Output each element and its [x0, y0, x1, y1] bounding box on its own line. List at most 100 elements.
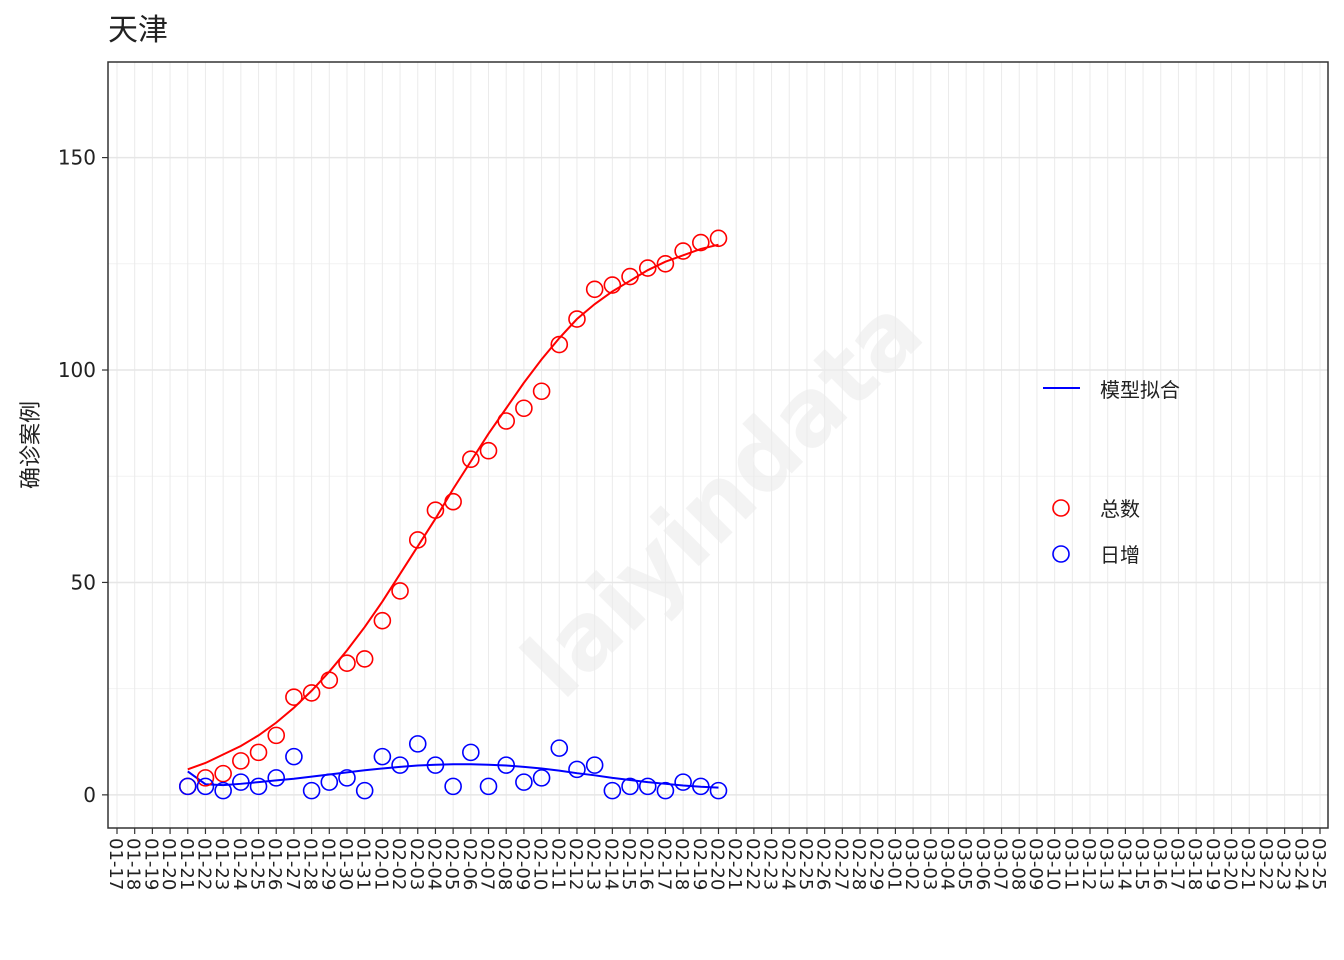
x-tick-label: 01-23 — [211, 838, 232, 890]
data-point — [479, 777, 498, 796]
legend-marker — [1052, 499, 1070, 517]
data-point — [426, 501, 445, 520]
data-point — [178, 777, 197, 796]
x-tick-label: 03-02 — [901, 838, 922, 890]
x-tick-label: 02-10 — [530, 838, 551, 890]
data-point — [497, 412, 516, 430]
x-tick-label: 02-02 — [388, 838, 409, 890]
data-point — [550, 335, 569, 354]
data-point — [603, 781, 622, 800]
x-tick-label: 03-12 — [1078, 838, 1099, 890]
x-tick-label: 02-11 — [547, 838, 568, 890]
x-tick-label: 03-01 — [883, 838, 904, 890]
data-point — [232, 752, 250, 770]
x-tick-label: 02-03 — [406, 838, 427, 890]
x-tick-label: 02-23 — [760, 838, 781, 890]
data-point — [603, 276, 622, 294]
data-point — [532, 769, 551, 787]
data-point — [214, 781, 232, 800]
x-tick-label: 03-05 — [954, 838, 975, 890]
data-point — [709, 229, 728, 248]
x-tick-label: 02-21 — [724, 838, 745, 890]
data-point — [550, 739, 569, 757]
x-tick-label: 02-05 — [441, 838, 462, 890]
data-point — [532, 382, 551, 401]
data-point — [444, 777, 462, 796]
data-point — [638, 259, 657, 277]
data-point — [515, 399, 533, 418]
fit-line — [187, 243, 719, 771]
data-point — [373, 611, 392, 630]
data-point — [462, 450, 480, 469]
x-tick-label: 03-07 — [990, 838, 1011, 890]
x-tick-label: 02-27 — [830, 838, 851, 890]
watermark: laiyindata — [502, 277, 943, 718]
data-point — [497, 756, 516, 774]
data-point — [196, 777, 215, 796]
data-point — [656, 781, 675, 800]
x-tick-label: 03-08 — [1007, 838, 1028, 890]
y-tick-label: 100 — [58, 358, 96, 382]
data-point — [338, 769, 356, 787]
x-tick-label: 02-16 — [636, 838, 657, 890]
x-tick-label: 03-03 — [919, 838, 940, 890]
x-tick-label: 03-11 — [1060, 838, 1081, 890]
x-tick-label: 02-28 — [848, 838, 869, 890]
legend-label: 总数 — [1100, 497, 1140, 521]
y-tick-label: 0 — [83, 783, 96, 807]
x-tick-label: 02-19 — [689, 838, 710, 890]
x-tick-label: 01-17 — [105, 838, 126, 890]
x-tick-label: 03-21 — [1237, 838, 1258, 890]
x-tick-label: 01-25 — [247, 838, 268, 890]
data-point — [621, 267, 639, 286]
data-point — [638, 777, 657, 796]
data-point — [249, 777, 268, 796]
data-point — [656, 255, 675, 273]
data-point — [320, 773, 339, 791]
data-point — [621, 777, 639, 796]
data-point — [568, 760, 586, 779]
data-point — [515, 773, 533, 791]
data-point — [674, 242, 692, 260]
x-tick-label: 02-14 — [600, 838, 621, 890]
data-point — [302, 684, 321, 702]
x-tick-label: 02-20 — [707, 838, 728, 890]
x-tick-label: 03-19 — [1202, 838, 1223, 890]
x-tick-label: 02-26 — [813, 838, 834, 890]
x-tick-label: 01-19 — [140, 838, 161, 890]
data-point — [568, 310, 586, 328]
x-tick-label: 01-22 — [193, 838, 214, 890]
x-tick-label: 02-01 — [370, 838, 391, 890]
legend-marker — [1052, 545, 1070, 563]
x-tick-label: 02-24 — [777, 838, 798, 890]
fit-line — [187, 763, 719, 789]
x-tick-label: 01-24 — [229, 838, 250, 890]
data-point — [285, 747, 303, 766]
x-tick-label: 03-17 — [1166, 838, 1187, 890]
x-tick-label: 03-22 — [1255, 838, 1276, 890]
x-tick-label: 02-17 — [653, 838, 674, 890]
x-tick-label: 03-09 — [1025, 838, 1046, 890]
x-tick-label: 02-13 — [583, 838, 604, 890]
data-point — [232, 773, 250, 791]
legend-label: 日增 — [1100, 543, 1140, 567]
x-tick-label: 02-15 — [618, 838, 639, 890]
data-point — [391, 756, 409, 774]
x-tick-label: 02-07 — [477, 838, 498, 890]
x-tick-label: 02-29 — [866, 838, 887, 890]
data-point — [674, 773, 692, 791]
data-point — [692, 233, 710, 252]
y-axis-label: 确诊案例 — [19, 401, 44, 489]
x-tick-label: 02-08 — [494, 838, 515, 890]
data-point — [249, 743, 268, 762]
x-tick-label: 01-21 — [176, 838, 197, 890]
data-point — [444, 492, 462, 511]
y-tick-label: 150 — [58, 146, 96, 170]
x-tick-label: 01-20 — [158, 838, 179, 890]
x-tick-label: 03-24 — [1290, 838, 1311, 890]
data-point — [355, 650, 374, 668]
x-tick-label: 02-22 — [742, 838, 763, 890]
data-point — [196, 769, 215, 787]
x-tick-label: 01-18 — [123, 838, 144, 890]
data-point — [462, 743, 480, 762]
